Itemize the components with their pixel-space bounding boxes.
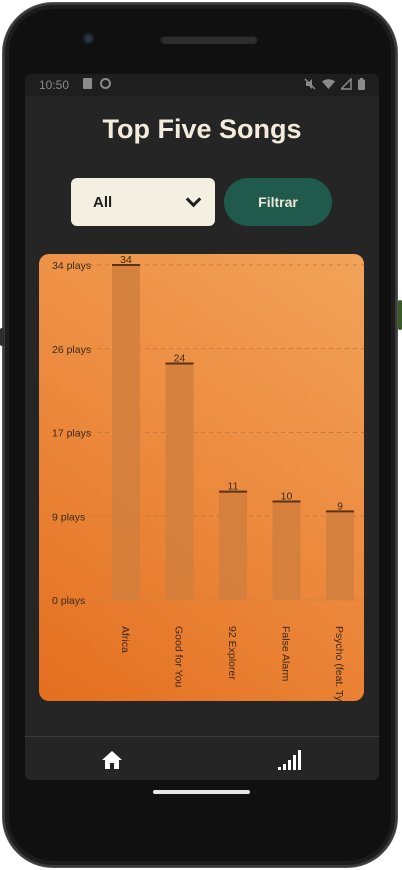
y-tick-label: 0 plays [52,595,85,607]
wifi-icon [322,79,335,89]
bar-value-label: 11 [228,481,239,493]
page-title: Top Five Songs [102,114,302,144]
mute-icon [304,78,316,90]
battery-icon [358,78,365,90]
y-tick-label: 34 plays [52,260,91,272]
x-category-label: 92 Explorer [226,626,238,680]
chart-bar[interactable] [165,363,194,600]
status-bar: 10:50 [25,74,379,96]
home-icon[interactable] [101,749,123,771]
sync-icon [100,78,111,89]
bar-value-label: 10 [281,490,293,502]
chevron-down-icon [185,191,202,208]
y-tick-label: 26 plays [52,344,91,356]
power-button [398,300,402,330]
status-time: 10:50 [39,78,70,92]
volume-button [0,328,4,346]
bar-value-label: 9 [337,500,343,512]
chart-bar[interactable] [272,501,301,600]
signal-bars-icon[interactable] [277,749,301,771]
front-camera [83,33,94,44]
earpiece-speaker [160,35,258,44]
chart-bar[interactable] [326,511,354,600]
app-screen: 10:50 Top Five Songs All Filtrar 0 plays… [25,74,379,780]
x-category-label: False Alarm [280,626,292,682]
chart-canvas: 0 plays 9 plays 17 plays 26 plays 34 plays 34… [52,254,364,701]
dropdown-selected-value: All [93,193,113,211]
chart-bar[interactable] [219,491,247,600]
bottom-navigation [25,736,379,780]
y-tick-label: 17 plays [52,428,91,440]
filter-dropdown[interactable]: All [71,178,215,226]
x-category-label: Good for You [173,626,185,687]
bar-value-label: 24 [174,353,186,365]
x-category-label: Africa [119,626,131,653]
sd-card-icon [83,78,92,89]
bar-value-label: 34 [120,254,132,266]
signal-icon [341,78,352,90]
x-category-label: Psycho (feat. Ty [333,626,345,701]
chart-bar[interactable] [112,265,140,600]
filter-button[interactable]: Filtrar [224,178,332,226]
bar-chart: 0 plays 9 plays 17 plays 26 plays 34 plays 34… [39,254,364,701]
y-tick-label: 9 plays [52,511,85,523]
gesture-bar[interactable] [153,790,250,794]
